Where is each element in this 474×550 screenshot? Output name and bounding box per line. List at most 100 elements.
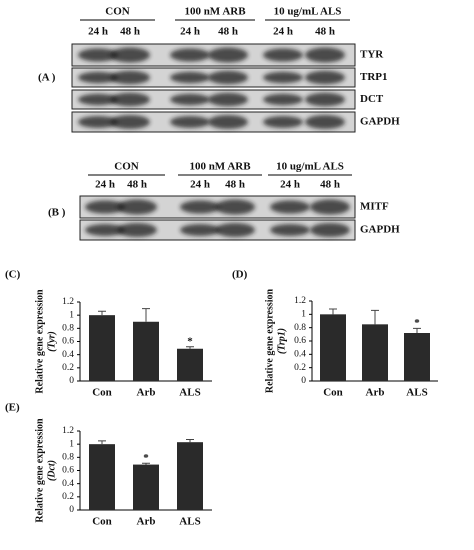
y-tick-label: 1 [301, 310, 306, 320]
error-bar [142, 462, 150, 465]
time-label: 48 h [320, 179, 340, 191]
blot-band [208, 70, 248, 85]
y-axis-label-gene: (Trp1) [276, 328, 287, 354]
y-axis-label: Relative gene expression [34, 289, 45, 394]
bar [362, 324, 388, 381]
x-tick-label: Con [92, 387, 112, 399]
blot-band [78, 71, 118, 84]
panel-label: (B ) [48, 207, 66, 219]
error-bar [413, 327, 421, 333]
row-label: TYR [360, 49, 384, 61]
time-label: 24 h [180, 26, 200, 38]
row-label: GAPDH [360, 116, 400, 128]
y-tick-label: 0.2 [62, 492, 74, 502]
blot-band [170, 48, 210, 62]
blot-band [117, 199, 157, 215]
blot-band [78, 48, 118, 62]
time-label: 48 h [315, 26, 335, 38]
time-label: 24 h [95, 179, 115, 191]
blot-band [263, 48, 303, 62]
blot-band [270, 200, 310, 214]
error-bar [98, 310, 106, 316]
significance-marker: * [187, 335, 193, 347]
y-tick-label: 1.2 [62, 297, 74, 307]
bar [133, 321, 159, 381]
y-tick-label: 0 [301, 376, 306, 386]
group-label: 100 nM ARB [189, 161, 251, 173]
blot-band [85, 224, 125, 236]
y-axis-label-gene: (Dct) [46, 460, 57, 481]
error-bar [329, 308, 337, 315]
time-label: 24 h [273, 26, 293, 38]
y-tick-label: 0.8 [294, 323, 306, 333]
time-label: 24 h [88, 26, 108, 38]
bar [177, 348, 203, 381]
y-tick-label: 1 [69, 310, 74, 320]
x-tick-label: Con [323, 387, 343, 399]
chart-title: (C) [5, 269, 21, 281]
group-label: 10 ug/mL ALS [276, 161, 344, 173]
row-label: GAPDH [360, 224, 400, 236]
chart-title: (E) [5, 402, 20, 414]
x-tick-label: Con [92, 516, 112, 528]
time-label: 48 h [218, 26, 238, 38]
blot-band [170, 116, 210, 128]
y-tick-label: 0.4 [294, 350, 306, 360]
blot-band [263, 71, 303, 84]
group-label: CON [114, 161, 139, 173]
blot-band [310, 223, 350, 237]
error-bar [371, 309, 379, 325]
time-label: 48 h [120, 26, 140, 38]
blot-band [215, 223, 255, 237]
blot-band [263, 93, 303, 106]
blot-band [117, 223, 157, 237]
x-tick-label: Arb [137, 516, 156, 528]
blot-band [263, 116, 303, 128]
x-tick-label: ALS [179, 387, 200, 399]
y-tick-label: 0.6 [62, 466, 74, 476]
row-label: MITF [360, 201, 389, 213]
blot-band [208, 92, 248, 107]
blot-band [78, 93, 118, 106]
significance-marker: * [143, 452, 149, 464]
blot-band [110, 92, 150, 107]
bar [320, 314, 346, 381]
blot-band [310, 199, 350, 215]
y-axis-label: Relative gene expression [34, 418, 45, 523]
blot-band [270, 224, 310, 236]
chart-title: (D) [232, 269, 248, 281]
x-tick-label: Arb [366, 387, 385, 399]
error-bar [98, 440, 106, 445]
blot-band [305, 115, 345, 129]
x-tick-label: Arb [137, 387, 156, 399]
blot-band [85, 200, 125, 214]
y-tick-label: 0.8 [62, 453, 74, 463]
y-tick-label: 0.6 [294, 336, 306, 346]
row-label: TRP1 [360, 71, 388, 83]
blot-band [215, 199, 255, 215]
blot-band [110, 47, 150, 63]
significance-marker: * [414, 317, 420, 329]
x-tick-label: ALS [406, 387, 427, 399]
error-bar [142, 308, 150, 322]
y-tick-label: 1 [69, 439, 74, 449]
bar [133, 464, 159, 510]
error-bar [186, 346, 194, 349]
blot-band [110, 70, 150, 85]
y-tick-label: 0 [69, 505, 74, 515]
group-label: 10 ug/mL ALS [274, 6, 342, 18]
y-axis-label: Relative gene expression [264, 288, 275, 393]
bar [89, 444, 115, 510]
blot-band [208, 47, 248, 63]
blot-band [78, 116, 118, 128]
blot-band [180, 224, 220, 236]
blot-band [170, 93, 210, 106]
x-tick-label: ALS [179, 516, 200, 528]
panel-label: (A ) [38, 72, 56, 84]
error-bar [186, 439, 194, 443]
time-label: 24 h [190, 179, 210, 191]
blot-band [208, 115, 248, 129]
blot-band [170, 71, 210, 84]
time-label: 48 h [127, 179, 147, 191]
